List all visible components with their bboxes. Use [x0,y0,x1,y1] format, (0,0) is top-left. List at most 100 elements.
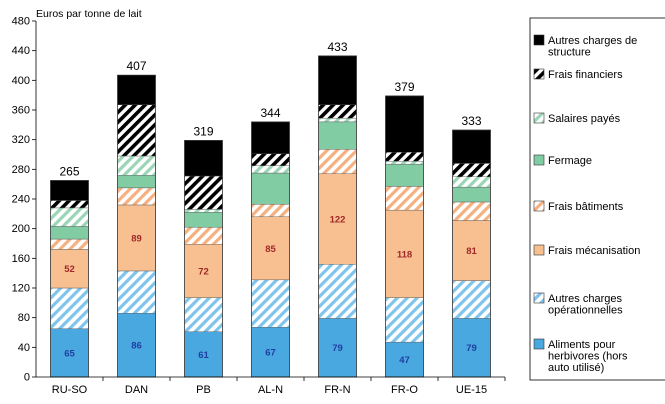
bar-total-label: 319 [193,124,213,138]
segment-value-label: 67 [265,348,276,359]
y-tick-label: 40 [18,342,30,354]
bar-segment [184,175,223,210]
legend-label: Fermage [548,155,592,167]
y-tick-label: 280 [12,164,30,176]
legend-item: Frais financiers [533,68,623,81]
bar-total-label: 407 [126,59,146,73]
legend-label: Autres charges opérationnelles [548,293,623,317]
legend-swatch [533,34,545,46]
segment-value-label: 61 [198,350,209,361]
bar-segment [251,165,290,174]
bar-segment [385,152,424,162]
bar-segment [117,270,156,314]
segment-value-label: 65 [64,348,75,359]
bar-segment [318,117,357,123]
bar-segment [318,104,357,119]
legend-item: Aliments pour herbivores (hors auto utilis… [533,338,628,374]
bar-segment [117,155,156,176]
legend: Autres charges de structure Frais financie… [529,17,665,381]
legend-item: Autres charges de structure [533,34,637,59]
x-axis: RU-SO DAN PB AL-N FR-N FR-O UE-15 [36,376,506,396]
bar-stack-al-n: 67 85 344 [251,106,290,378]
bar-stack-fr-o: 47 118 379 [385,80,424,378]
legend-swatch [533,244,545,256]
bar-segment [184,140,223,177]
y-tick-label: 320 [12,134,30,146]
legend-swatch [533,338,545,350]
bar-segment [452,280,491,319]
legend-label: Frais mécanisation [548,245,640,257]
legend-label: Aliments pour herbivores (hors auto utilis… [548,339,628,374]
legend-swatch [533,292,545,304]
bar-segment [117,104,156,157]
x-tick-label: AL-N [258,384,283,396]
bar-segment [452,163,491,177]
y-tick-label: 400 [12,75,30,87]
bar-segment [184,226,223,245]
bar-segment [385,160,424,165]
segment-value-label: 85 [265,244,276,255]
bar-stack-dan: 86 89 407 [117,59,156,378]
bar-segment [318,264,357,319]
bar-total-label: 265 [59,164,79,178]
y-tick-label: 360 [12,105,30,117]
y-tick-label: 160 [12,253,30,265]
legend-swatch [533,112,545,124]
bar-segment [184,244,223,298]
bar-segment [184,212,223,228]
bar-total-label: 433 [327,40,347,54]
bars: 65 52 265 86 89 407 61 72 319 67 85 344 79 122 433 47 11… [50,40,491,378]
legend-item: Autres charges opérationnelles [533,292,623,317]
segment-value-label: 89 [131,233,142,244]
segment-value-label: 79 [466,343,477,354]
x-tick-label: DAN [125,384,148,396]
bar-segment [318,318,357,378]
y-tick-label: 200 [12,223,30,235]
bar-segment [318,173,357,265]
legend-item: Frais mécanisation [533,244,640,257]
bar-stack-ru-so: 65 52 265 [50,164,89,378]
bar-segment [50,287,89,329]
bar-segment [50,200,89,209]
y-tick-label: 120 [12,283,30,295]
segment-value-label: 47 [399,355,410,366]
bar-segment [251,172,290,205]
legend-label: Salaires payés [548,113,621,125]
bar-segment [50,180,89,201]
segment-value-label: 72 [198,266,209,277]
legend-item: Frais bâtiments [533,200,624,213]
y-axis: 0 40 80 120 160 200 240 280 320 360 400 440 480 [12,16,37,384]
bar-segment [318,149,357,174]
segment-value-label: 79 [332,343,343,354]
bar-segment [385,297,424,343]
bar-segment [251,216,290,281]
bar-segment [50,238,89,250]
x-tick-label: FR-N [324,384,350,396]
bar-segment [251,153,290,166]
segment-value-label: 122 [330,215,346,226]
bar-segment [452,318,491,378]
bar-segment [385,209,424,298]
legend-label: Frais bâtiments [548,201,624,213]
bar-segment [452,220,491,281]
bar-segment [452,176,491,188]
bar-segment [184,209,223,213]
bar-segment [318,121,357,150]
bar-segment [117,74,156,106]
legend-swatch [533,154,545,166]
bar-segment [385,163,424,187]
y-tick-label: 440 [12,45,30,57]
segment-value-label: 52 [64,264,75,275]
legend-label: Autres charges de structure [548,35,637,59]
bar-segment [117,204,156,272]
bar-segment [452,129,491,164]
y-tick-label: 480 [12,16,30,28]
bar-segment [452,201,491,221]
bar-segment [184,297,223,332]
x-tick-label: PB [196,384,211,396]
legend-frame [529,17,665,381]
legend-label: Frais financiers [548,69,623,81]
bar-segment [385,95,424,153]
legend-item: Salaires payés [533,112,621,125]
bar-stack-pb: 61 72 319 [184,124,223,378]
